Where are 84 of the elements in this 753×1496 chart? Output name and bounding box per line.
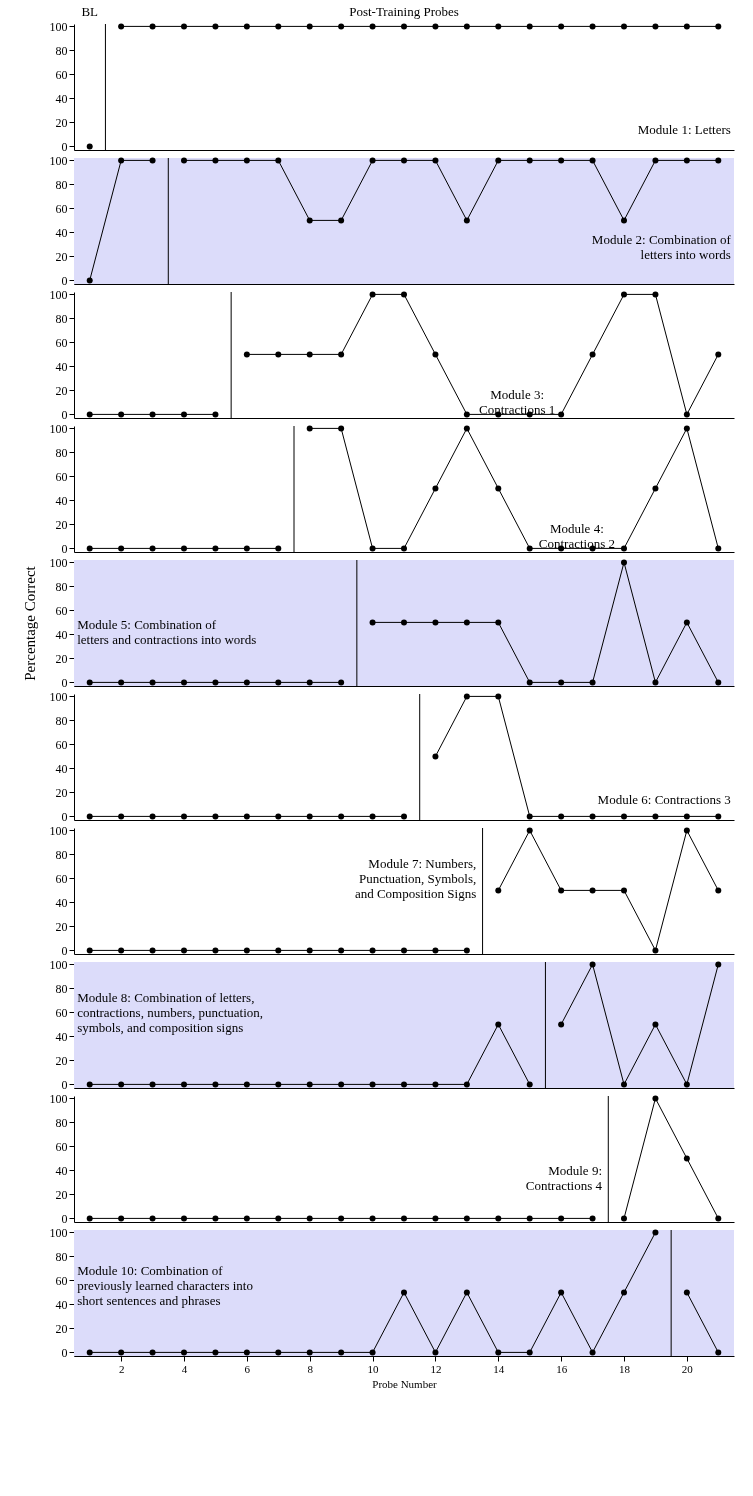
y-tick-label: 40	[55, 761, 68, 776]
y-tick-label: 40	[55, 493, 68, 508]
y-tick-label: 100	[49, 689, 68, 704]
x-tick-label: 20	[681, 1362, 694, 1375]
y-tick-label: 40	[55, 1163, 68, 1178]
y-tick-label: 100	[49, 19, 68, 34]
y-tick-label: 0	[61, 943, 68, 958]
y-tick-label: 60	[55, 871, 68, 886]
y-tick-label: 80	[55, 1249, 68, 1264]
y-tick-label: 20	[55, 115, 68, 130]
y-tick-label: 20	[55, 1053, 68, 1068]
annotation: Module 7: Numbers, Punctuation, Symbols, and Composition Signs	[354, 856, 477, 902]
y-tick-label: 20	[55, 1187, 68, 1202]
annotation: Module 4: Contractions 2	[538, 521, 615, 552]
text: Post-Training Probes	[349, 4, 459, 20]
y-tick-label: 100	[49, 555, 68, 570]
x-axis-title: Probe Number	[372, 1377, 438, 1390]
y-tick-label: 80	[55, 579, 68, 594]
y-tick-label: 0	[61, 1077, 68, 1092]
y-tick-label: 60	[55, 1273, 68, 1288]
y-tick-label: 0	[61, 273, 68, 288]
y-axis-title: Percentage Correct	[21, 565, 38, 681]
annotation: Module 1: Letters	[637, 121, 731, 137]
y-tick-label: 20	[55, 383, 68, 398]
x-tick-label: 14	[493, 1362, 505, 1375]
text: BL	[81, 4, 99, 20]
y-tick-label: 20	[55, 651, 68, 666]
y-tick-label: 0	[61, 1345, 68, 1360]
y-tick-label: 0	[61, 809, 68, 824]
y-tick-label: 60	[55, 737, 68, 752]
y-tick-label: 40	[55, 91, 68, 106]
y-tick-label: 100	[49, 153, 68, 168]
y-tick-label: 40	[55, 359, 68, 374]
x-tick-label: 10	[367, 1362, 380, 1375]
y-tick-label: 80	[55, 43, 68, 58]
y-tick-label: 20	[55, 249, 68, 264]
y-tick-label: 60	[55, 603, 68, 618]
y-tick-label: 80	[55, 847, 68, 862]
y-tick-label: 60	[55, 469, 68, 484]
y-tick-label: 60	[55, 201, 68, 216]
y-tick-label: 0	[61, 541, 68, 556]
y-tick-label: 100	[49, 957, 68, 972]
x-tick-label: 12	[430, 1362, 442, 1375]
annotation: Module 3: Contractions 1	[479, 387, 556, 418]
x-tick-label: 18	[619, 1362, 631, 1375]
y-tick-label: 0	[61, 675, 68, 690]
annotation: Module 2: Combination of letters into words	[591, 231, 732, 262]
x-tick-label: 8	[307, 1362, 314, 1375]
y-tick-label: 40	[55, 627, 68, 642]
y-tick-label: 0	[61, 1211, 68, 1226]
annotation: Module 10: Combination of previously learned characters into short sentences and phrases	[77, 1263, 253, 1308]
x-tick-label: 2	[118, 1362, 125, 1375]
x-tick-label: 4	[181, 1362, 188, 1375]
y-tick-label: 100	[49, 421, 68, 436]
y-tick-label: 0	[61, 407, 68, 422]
y-tick-label: 100	[49, 1091, 68, 1106]
annotation: Module 9: Contractions 4	[525, 1162, 603, 1193]
y-tick-label: 20	[55, 517, 68, 532]
y-tick-label: 20	[55, 785, 68, 800]
y-tick-label: 80	[55, 311, 68, 326]
y-tick-label: 60	[55, 335, 68, 350]
y-tick-label: 20	[55, 1321, 68, 1336]
y-tick-label: 40	[55, 1297, 68, 1312]
y-tick-label: 60	[55, 67, 68, 82]
annotation: Module 8: Combination of letters, contractions, numbers, punctuation, symbols, and composition signs	[77, 990, 264, 1036]
y-tick-label: 20	[55, 919, 68, 934]
y-tick-label: 80	[55, 713, 68, 728]
annotation: Module 6: Contractions 3	[597, 791, 731, 807]
y-tick-label: 80	[55, 1115, 68, 1130]
y-tick-label: 40	[55, 895, 68, 910]
x-tick-label: 6	[244, 1362, 251, 1375]
y-tick-label: 100	[49, 287, 68, 302]
y-tick-label: 100	[49, 1225, 68, 1240]
annotation: Module 5: Combination of letters and contractions into words	[77, 617, 257, 647]
y-tick-label: 60	[55, 1005, 68, 1020]
y-tick-label: 60	[55, 1139, 68, 1154]
y-tick-label: 80	[55, 445, 68, 460]
x-tick-label: 16	[556, 1362, 568, 1375]
y-tick-label: 0	[61, 139, 68, 154]
y-tick-label: 80	[55, 177, 68, 192]
y-tick-label: 40	[55, 225, 68, 240]
y-tick-label: 40	[55, 1029, 68, 1044]
y-tick-label: 100	[49, 823, 68, 838]
y-tick-label: 80	[55, 981, 68, 996]
